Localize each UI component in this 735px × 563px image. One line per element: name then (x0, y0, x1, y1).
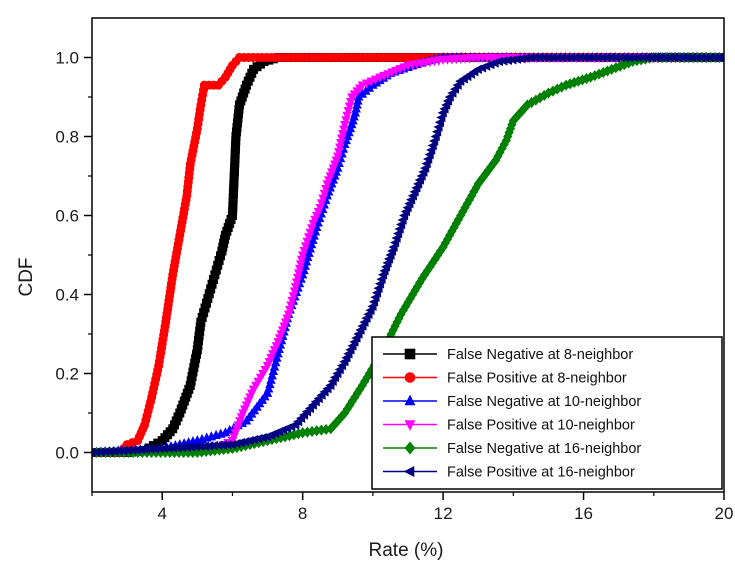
legend-label: False Positive at 8-neighbor (447, 371, 627, 387)
legend-entry: False Positive at 10-neighbor (383, 418, 635, 434)
legend-label: False Negative at 8-neighbor (447, 347, 633, 363)
y-tick-label: 0.6 (55, 207, 79, 226)
legend-entry: False Positive at 8-neighbor (383, 371, 627, 387)
legend-marker (404, 420, 416, 431)
legend-entry: False Negative at 8-neighbor (383, 347, 633, 363)
legend-marker (404, 394, 416, 406)
legend: False Negative at 8-neighbor False Positi… (371, 336, 723, 490)
x-axis-title: Rate (%) (369, 540, 444, 561)
legend-marker (404, 372, 416, 383)
y-tick-label: 0.0 (55, 444, 79, 463)
legend-marker (404, 441, 416, 455)
legend-entry: False Positive at 16-neighbor (383, 465, 635, 481)
y-tick-label: 0.4 (55, 286, 79, 305)
y-tick-label: 0.8 (55, 128, 79, 147)
x-tick-label: 16 (574, 504, 593, 523)
series-layer (92, 51, 724, 459)
axis-ticks: 4 8 12 16 20 0.0 0.2 0.4 0.6 0.8 1.0 (55, 49, 733, 524)
x-tick-label: 4 (157, 504, 166, 523)
legend-marker (403, 466, 415, 477)
y-tick-label: 1.0 (55, 49, 79, 68)
legend-label: False Negative at 16-neighbor (447, 441, 641, 457)
legend-label: False Positive at 10-neighbor (447, 418, 635, 434)
y-tick-label: 0.2 (55, 365, 79, 384)
legend-entry: False Negative at 10-neighbor (383, 394, 641, 410)
legend-label: False Negative at 10-neighbor (447, 394, 641, 410)
legend-label: False Positive at 16-neighbor (447, 465, 635, 481)
y-axis-title: CDF (16, 257, 37, 296)
x-tick-label: 12 (434, 504, 453, 523)
legend-marker (404, 348, 416, 360)
legend-box (371, 336, 723, 490)
x-tick-label: 8 (298, 504, 307, 523)
legend-entry: False Negative at 16-neighbor (383, 441, 641, 457)
series-4 (92, 53, 724, 458)
series-6 (92, 52, 724, 458)
x-tick-label: 20 (715, 504, 734, 523)
